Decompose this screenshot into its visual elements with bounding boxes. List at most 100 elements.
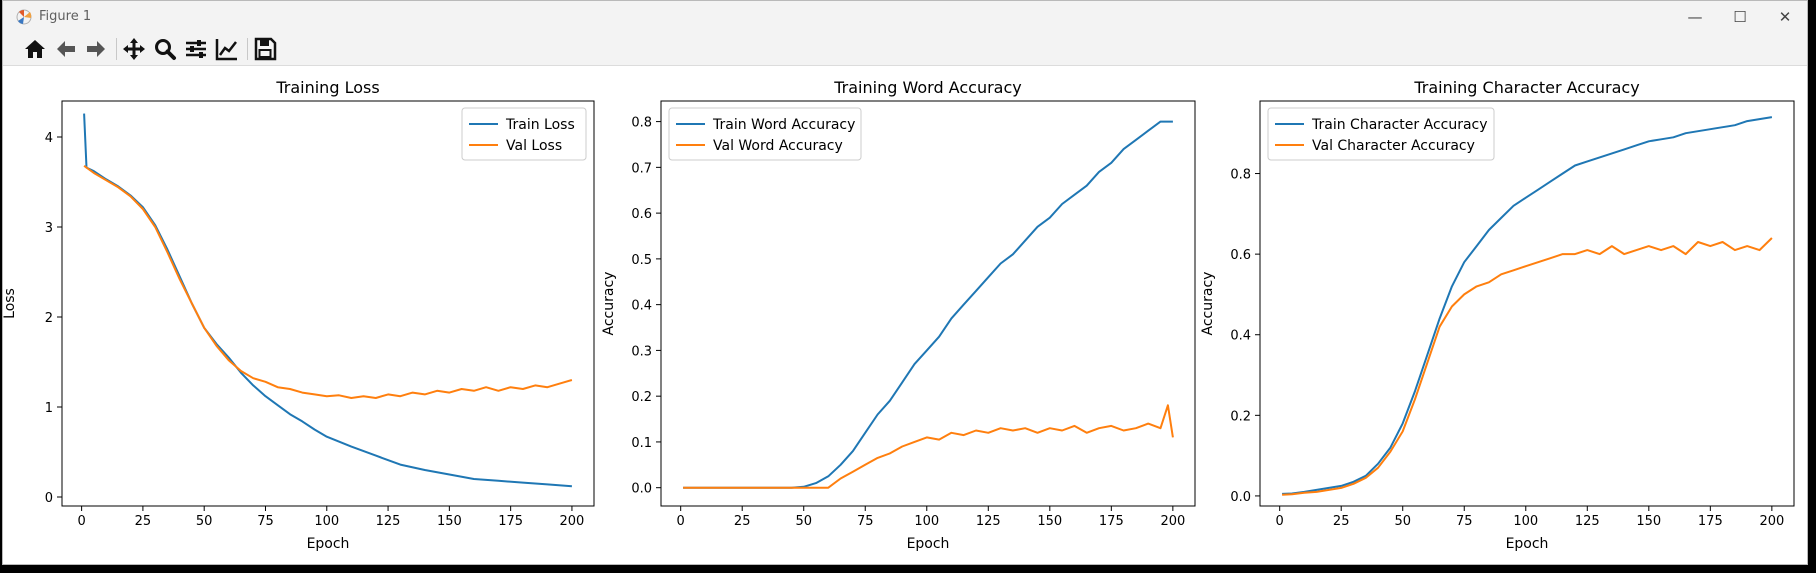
- minimize-button[interactable]: —: [1687, 8, 1703, 26]
- pan-button[interactable]: [120, 36, 148, 62]
- home-button[interactable]: [21, 36, 49, 62]
- title-bar[interactable]: Figure 1 — ☐ ✕: [3, 1, 1807, 33]
- legend-entry: Val Word Accuracy: [713, 138, 843, 154]
- x-tick-label: 100: [914, 514, 939, 529]
- y-axis-label: Accuracy: [1200, 272, 1216, 336]
- x-tick-label: 200: [1160, 514, 1185, 529]
- legend: [461, 107, 587, 161]
- x-tick-label: 0: [1276, 514, 1284, 529]
- y-tick-label: 0.4: [1230, 329, 1251, 344]
- back-arrow-icon: [57, 41, 75, 57]
- x-tick-label: 150: [437, 514, 462, 529]
- x-tick-label: 200: [1759, 514, 1784, 529]
- y-tick-label: 0: [45, 491, 53, 506]
- save-icon: [254, 37, 277, 61]
- series-line-val: [1282, 237, 1773, 496]
- series-line-train: [1282, 116, 1773, 495]
- axes-edit-icon: [215, 39, 237, 61]
- x-tick-label: 175: [1698, 514, 1723, 529]
- legend: [1267, 107, 1495, 161]
- x-axis-label: Epoch: [907, 536, 950, 552]
- save-button[interactable]: [251, 36, 279, 62]
- x-tick-label: 25: [1333, 514, 1350, 529]
- legend-entry: Train Loss: [505, 117, 575, 133]
- x-tick-label: 50: [1394, 514, 1411, 529]
- y-tick-label: 0.6: [1230, 248, 1251, 263]
- forward-arrow-icon: [87, 41, 105, 57]
- x-tick-label: 200: [560, 514, 585, 529]
- x-tick-label: 25: [734, 514, 751, 529]
- x-tick-label: 0: [677, 514, 685, 529]
- chart-title: Training Loss: [275, 78, 379, 97]
- y-tick-label: 0.0: [631, 482, 652, 497]
- plot-area[interactable]: [1259, 100, 1795, 507]
- subplots-config-icon: [186, 40, 206, 58]
- y-tick-label: 0.2: [631, 390, 652, 405]
- toolbar-separator: [247, 38, 248, 60]
- chart-title: Training Character Accuracy: [1413, 78, 1639, 97]
- figure-svg: Training Loss 0 25 50 75 100 125 150 175 200 0 1 2 3 4…: [3, 78, 1795, 552]
- x-tick-label: 50: [196, 514, 213, 529]
- series-line-train: [683, 120, 1173, 489]
- subplots-config-button[interactable]: [182, 36, 210, 62]
- x-tick-label: 175: [1099, 514, 1124, 529]
- y-tick-label: 0.8: [631, 116, 652, 131]
- y-tick-label: 0.0: [1230, 490, 1251, 505]
- y-tick-label: 0.7: [631, 161, 652, 176]
- x-tick-label: 75: [257, 514, 274, 529]
- x-tick-label: 75: [857, 514, 874, 529]
- zoom-button[interactable]: [151, 36, 179, 62]
- series-line-val: [683, 404, 1174, 489]
- matplotlib-logo-icon: [16, 9, 32, 25]
- home-icon: [25, 40, 45, 58]
- zoom-icon: [155, 39, 176, 60]
- x-tick-label: 100: [314, 514, 339, 529]
- y-tick-label: 4: [45, 131, 53, 146]
- x-tick-label: 125: [376, 514, 401, 529]
- y-tick-label: 0.6: [631, 207, 652, 222]
- pan-icon: [123, 38, 145, 60]
- y-tick-label: 3: [45, 221, 53, 236]
- axes-edit-button[interactable]: [213, 36, 241, 62]
- x-tick-label: 50: [795, 514, 812, 529]
- y-tick-label: 0.3: [631, 344, 652, 359]
- y-tick-label: 0.5: [631, 253, 652, 268]
- x-tick-label: 75: [1456, 514, 1473, 529]
- y-tick-label: 2: [45, 311, 53, 326]
- chart-title: Training Word Accuracy: [833, 78, 1021, 97]
- y-tick-label: 0.2: [1230, 409, 1251, 424]
- close-button[interactable]: ✕: [1778, 8, 1792, 26]
- y-axis-label: Accuracy: [601, 272, 617, 336]
- figure-canvas[interactable]: Training Loss 0 25 50 75 100 125 150 175 200 0 1 2 3 4…: [3, 66, 1807, 564]
- toolbar-separator: [116, 38, 117, 60]
- legend-entry: Train Word Accuracy: [712, 117, 855, 133]
- x-tick-label: 150: [1636, 514, 1661, 529]
- legend-entry: Train Character Accuracy: [1311, 117, 1488, 133]
- x-tick-label: 100: [1513, 514, 1538, 529]
- legend-entry: Val Character Accuracy: [1312, 138, 1475, 154]
- x-axis-label: Epoch: [1506, 536, 1549, 552]
- y-axis-label: Loss: [3, 288, 18, 319]
- x-tick-label: 125: [1575, 514, 1600, 529]
- legend-entry: Val Loss: [506, 138, 562, 154]
- x-axis-label: Epoch: [307, 536, 350, 552]
- y-tick-label: 0.4: [631, 299, 652, 314]
- x-tick-label: 125: [976, 514, 1001, 529]
- navigation-toolbar: [3, 33, 1807, 66]
- back-button[interactable]: [52, 36, 80, 62]
- maximize-button[interactable]: ☐: [1733, 8, 1747, 26]
- series-line-val: [83, 164, 573, 399]
- legend: [668, 107, 862, 161]
- x-tick-label: 175: [498, 514, 523, 529]
- plot-area[interactable]: [660, 100, 1196, 507]
- x-tick-label: 0: [77, 514, 85, 529]
- y-tick-label: 0.1: [631, 436, 652, 451]
- y-tick-label: 1: [45, 401, 53, 416]
- x-tick-label: 150: [1037, 514, 1062, 529]
- y-tick-label: 0.8: [1230, 168, 1251, 183]
- forward-button[interactable]: [82, 36, 110, 62]
- x-tick-label: 25: [135, 514, 152, 529]
- plot-area[interactable]: [61, 100, 595, 507]
- window-title: Figure 1: [39, 9, 92, 24]
